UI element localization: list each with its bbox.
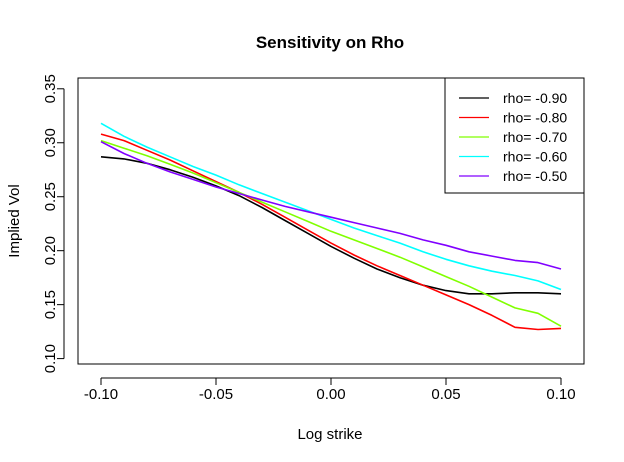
y-tick-label: 0.30 bbox=[42, 128, 59, 157]
y-axis-label: Implied Vol bbox=[6, 184, 23, 257]
legend: rho= -0.90 rho= -0.80 rho= -0.70 rho= -0.60… bbox=[444, 77, 585, 194]
legend-label: rho= -0.60 bbox=[503, 149, 567, 165]
x-tick-label: -0.10 bbox=[84, 386, 118, 403]
series-line bbox=[100, 133, 562, 331]
x-tick-label: 0.00 bbox=[316, 386, 345, 403]
legend-label: rho= -0.70 bbox=[503, 129, 567, 145]
series-line bbox=[100, 122, 562, 291]
y-tick-label: 0.25 bbox=[42, 182, 59, 211]
chart-title: Sensitivity on Rho bbox=[256, 33, 404, 52]
x-tick-label: 0.05 bbox=[431, 386, 460, 403]
legend-label: rho= -0.90 bbox=[503, 90, 567, 106]
x-tick-label: -0.05 bbox=[199, 386, 233, 403]
y-tick-label: 0.15 bbox=[42, 290, 59, 319]
x-axis-label: Log strike bbox=[297, 426, 362, 443]
x-axis: -0.10 -0.05 0.00 0.05 0.10 bbox=[84, 377, 576, 403]
y-axis: 0.10 0.15 0.20 0.25 0.30 0.35 bbox=[42, 74, 65, 373]
plot-area-border bbox=[77, 77, 585, 365]
series-line bbox=[100, 139, 562, 327]
y-tick-label: 0.10 bbox=[42, 344, 59, 373]
legend-box bbox=[444, 77, 585, 194]
legend-label: rho= -0.80 bbox=[503, 110, 567, 126]
y-tick-label: 0.20 bbox=[42, 236, 59, 265]
series-lines bbox=[100, 122, 562, 331]
x-tick-label: 0.10 bbox=[546, 386, 575, 403]
legend-label: rho= -0.50 bbox=[503, 168, 567, 184]
series-line bbox=[100, 140, 562, 270]
y-tick-label: 0.35 bbox=[42, 74, 59, 103]
